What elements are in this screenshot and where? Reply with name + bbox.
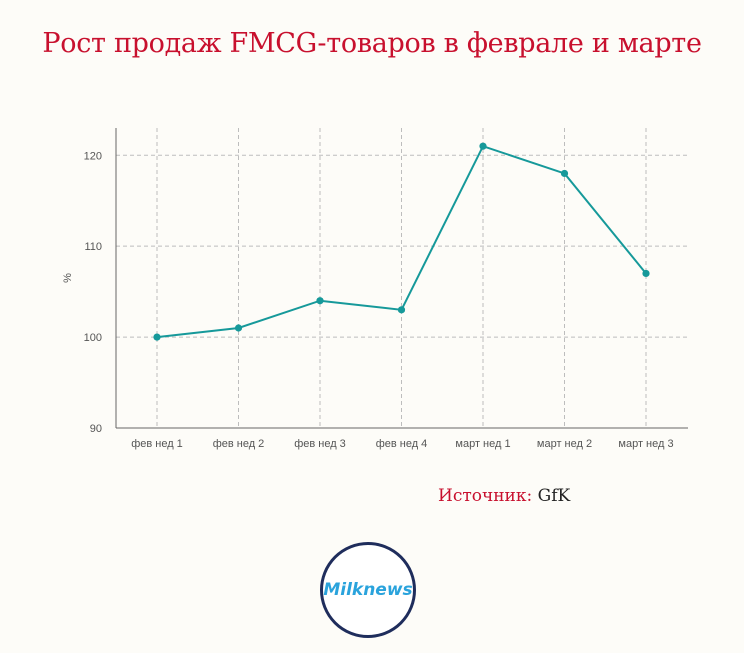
x-tick-label: фев нед 2 [213,438,265,450]
data-point [560,169,569,178]
y-tick-label: 110 [84,241,102,253]
x-tick-label: фев нед 1 [131,438,183,450]
grid-layer [116,128,688,428]
x-tick-label: фев нед 3 [294,438,346,450]
data-point [397,306,406,314]
data-point [316,297,324,305]
source-note: Источник: GfK [438,486,570,506]
data-point [479,142,487,150]
y-axis-label: % [62,273,74,283]
x-tick-label: март нед 1 [455,438,510,450]
y-tick-label: 100 [84,332,102,344]
logo-text: Milknews [323,580,413,600]
data-point [234,324,243,332]
label-layer: 90 100 110 120 фев нед 1 фев нед 2 фев нед 3 фе… [62,150,674,450]
chart-title: Рост продаж FMCG-товаров в феврале и мар… [42,28,702,59]
x-tick-label: март нед 2 [537,438,592,450]
milknews-logo: Milknews [320,542,416,638]
source-value: GfK [537,486,571,506]
y-tick-label: 90 [90,423,102,435]
y-tick-label: 120 [84,150,102,162]
data-point [642,269,650,278]
source-label: Источник: [438,486,533,506]
x-tick-label: март нед 3 [618,438,673,450]
x-tick-label: фев нед 4 [376,438,428,450]
data-point [153,333,161,341]
axis-layer [115,128,688,429]
series-layer [153,142,650,341]
